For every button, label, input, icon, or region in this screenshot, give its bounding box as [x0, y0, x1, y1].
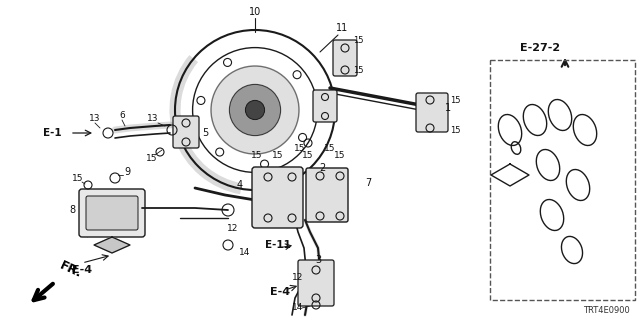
- Text: 15: 15: [294, 143, 306, 153]
- FancyBboxPatch shape: [313, 90, 337, 122]
- Text: 12: 12: [292, 274, 304, 283]
- Circle shape: [229, 84, 280, 136]
- Text: 7: 7: [365, 178, 371, 188]
- Text: E-11: E-11: [265, 240, 291, 250]
- Text: 3: 3: [315, 255, 321, 265]
- Text: 15: 15: [353, 66, 364, 75]
- FancyBboxPatch shape: [298, 260, 334, 306]
- Text: 13: 13: [147, 114, 159, 123]
- Text: 9: 9: [124, 167, 130, 177]
- Text: E-4: E-4: [72, 265, 92, 275]
- Text: 15: 15: [302, 150, 314, 159]
- Text: 4: 4: [237, 180, 243, 190]
- Text: 11: 11: [336, 23, 348, 33]
- Circle shape: [211, 66, 299, 154]
- Text: 6: 6: [119, 110, 125, 119]
- Text: E-1: E-1: [43, 128, 61, 138]
- Text: 15: 15: [147, 154, 157, 163]
- Text: TRT4E0900: TRT4E0900: [583, 306, 630, 315]
- FancyBboxPatch shape: [333, 40, 357, 76]
- Text: 15: 15: [72, 173, 84, 182]
- FancyBboxPatch shape: [416, 93, 448, 132]
- Text: 14: 14: [292, 303, 304, 313]
- FancyBboxPatch shape: [252, 167, 303, 228]
- Circle shape: [245, 100, 264, 120]
- Text: 15: 15: [334, 150, 346, 159]
- Text: 12: 12: [227, 223, 239, 233]
- Polygon shape: [94, 237, 130, 253]
- Text: E-27-2: E-27-2: [520, 43, 560, 53]
- Text: 15: 15: [252, 150, 263, 159]
- Text: 15: 15: [272, 150, 284, 159]
- Text: 5: 5: [202, 128, 208, 138]
- FancyBboxPatch shape: [306, 168, 348, 222]
- Text: 13: 13: [89, 114, 100, 123]
- Text: 14: 14: [239, 247, 251, 257]
- Text: 15: 15: [324, 143, 336, 153]
- Text: 15: 15: [353, 36, 364, 44]
- Text: FR.: FR.: [58, 259, 84, 280]
- Text: 15: 15: [450, 95, 460, 105]
- Text: E-4: E-4: [270, 287, 290, 297]
- Bar: [490, 60, 635, 300]
- FancyBboxPatch shape: [79, 189, 145, 237]
- Text: 8: 8: [69, 205, 75, 215]
- FancyBboxPatch shape: [173, 116, 199, 148]
- FancyBboxPatch shape: [86, 196, 138, 230]
- Text: 15: 15: [450, 125, 460, 134]
- Text: 1: 1: [445, 103, 451, 113]
- Text: 2: 2: [319, 163, 325, 173]
- Text: 10: 10: [249, 7, 261, 17]
